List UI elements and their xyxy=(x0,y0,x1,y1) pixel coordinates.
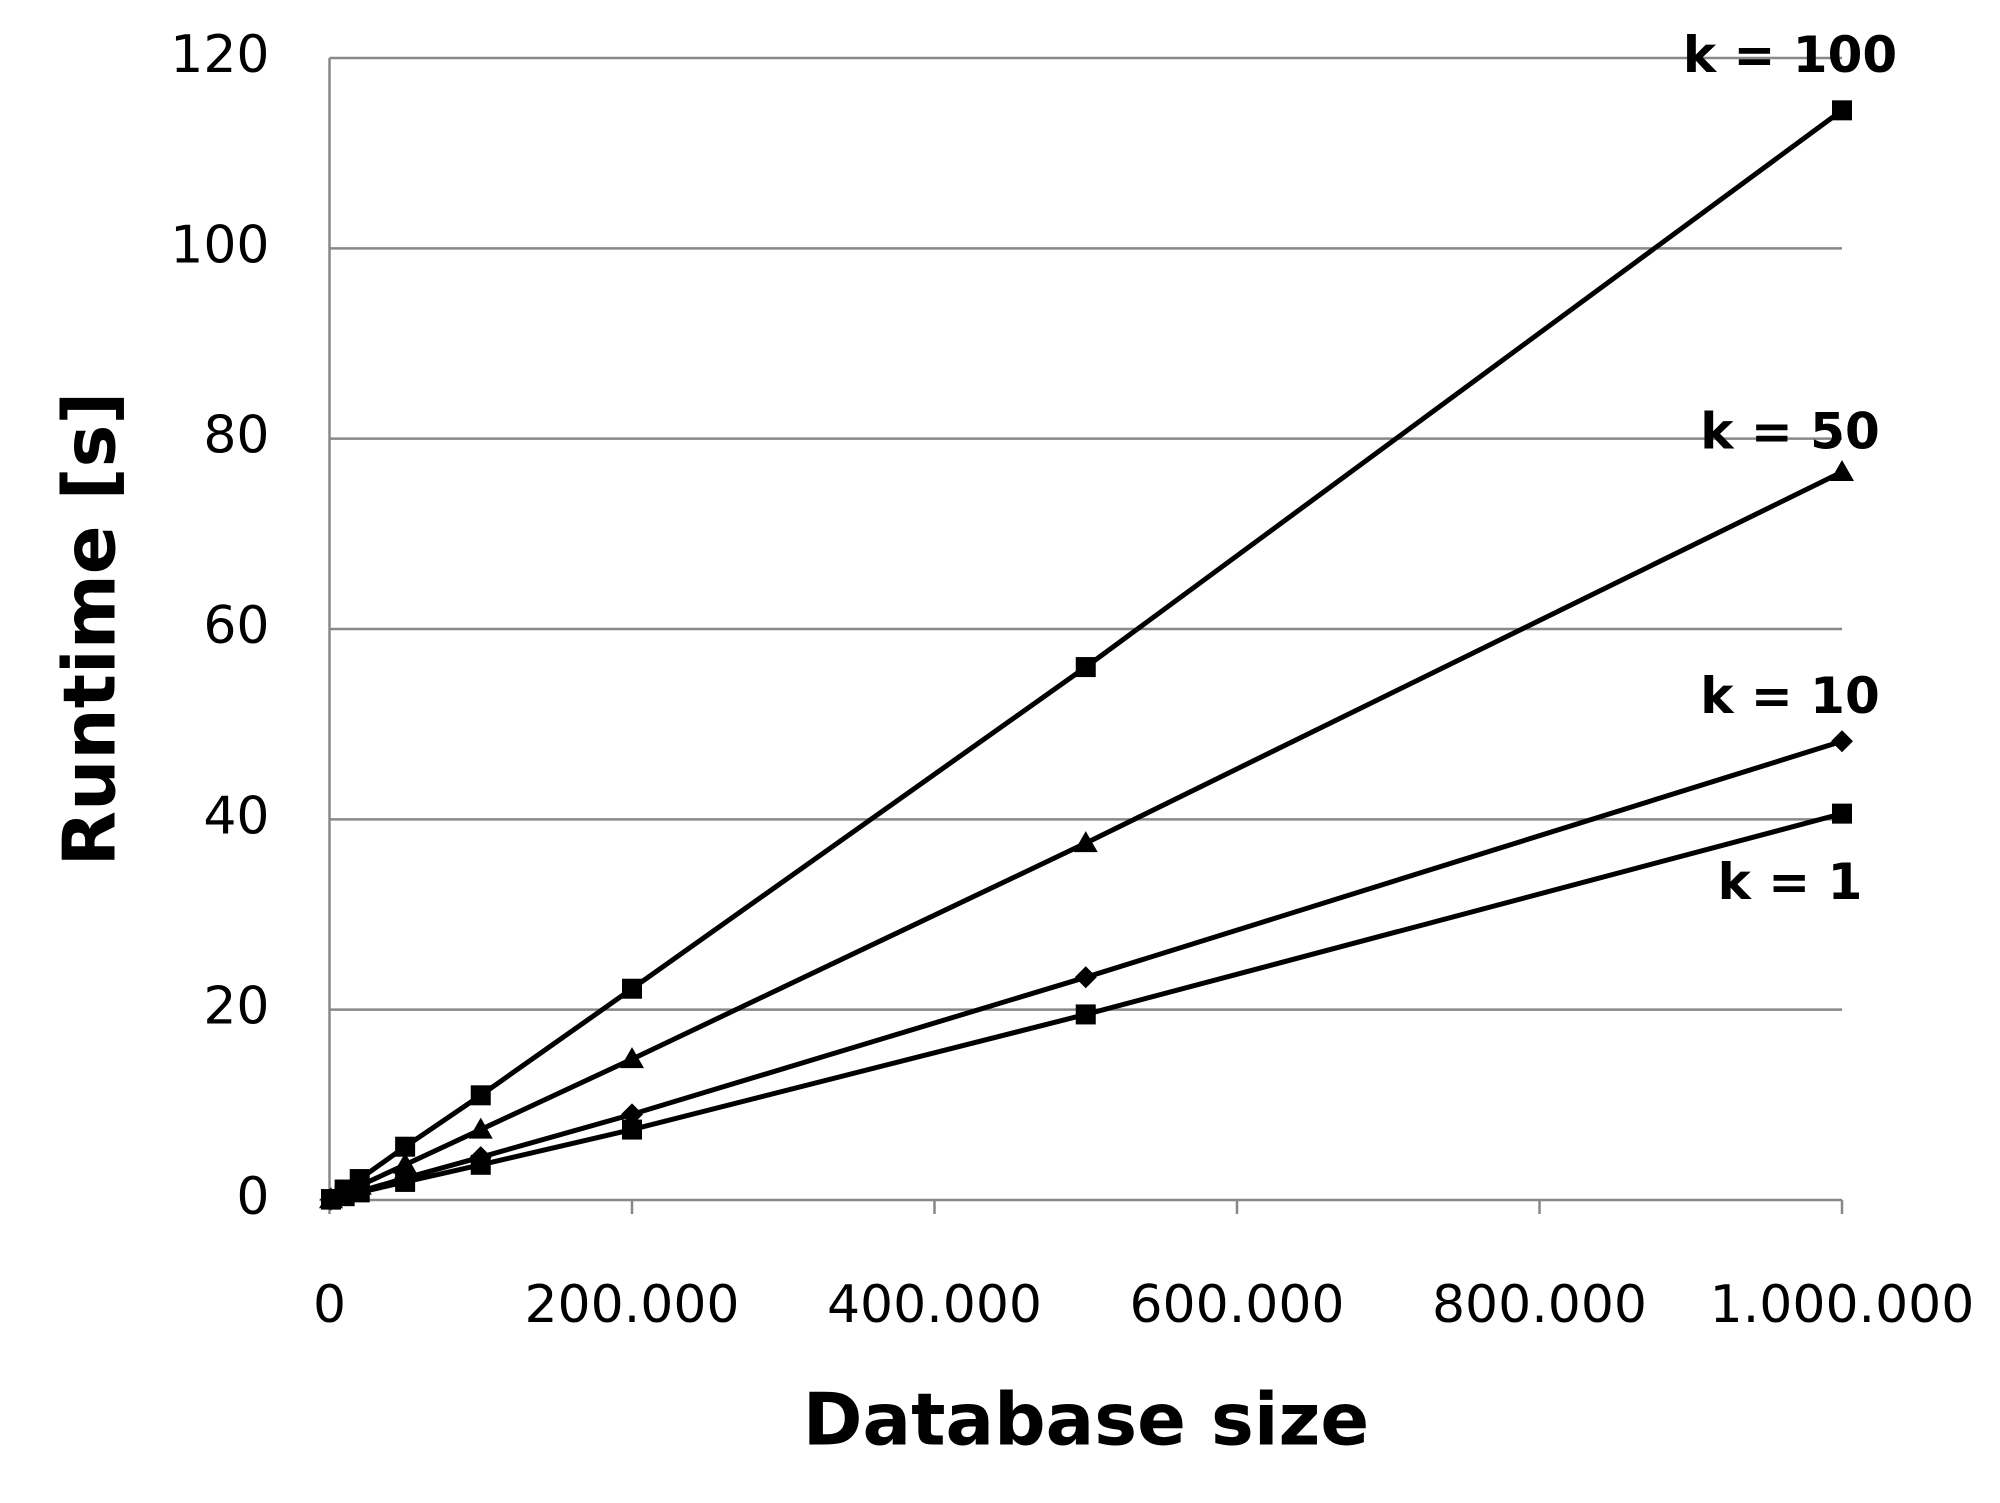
marker xyxy=(622,978,642,999)
series-label: k = 50 xyxy=(1700,402,1880,460)
marker xyxy=(470,1085,491,1106)
y-tick-label: 80 xyxy=(203,406,269,466)
y-axis-title: Runtime [s] xyxy=(48,392,132,867)
marker xyxy=(334,1186,355,1207)
marker xyxy=(470,1154,491,1175)
marker xyxy=(1832,100,1852,121)
y-tick-label: 0 xyxy=(236,1167,269,1227)
y-tick-label: 100 xyxy=(170,215,269,275)
marker xyxy=(395,1136,416,1157)
marker xyxy=(349,1182,370,1203)
series-label: k = 100 xyxy=(1683,26,1897,84)
x-tick-label: 0 xyxy=(313,1275,346,1335)
series-label: k = 10 xyxy=(1700,667,1880,725)
y-tick-label: 40 xyxy=(203,786,269,846)
y-tick-label: 20 xyxy=(203,977,269,1037)
marker xyxy=(1075,657,1096,678)
x-tick-label: 800.000 xyxy=(1432,1275,1647,1335)
series-label: k = 1 xyxy=(1718,853,1863,911)
x-tick-label: 400.000 xyxy=(827,1275,1042,1335)
marker xyxy=(1832,803,1852,824)
y-tick-label: 60 xyxy=(203,596,269,656)
x-axis-title: Database size xyxy=(803,1378,1370,1462)
x-tick-label: 600.000 xyxy=(1129,1275,1344,1335)
marker xyxy=(620,1047,644,1069)
x-tick-label: 200.000 xyxy=(524,1275,739,1335)
marker xyxy=(1830,459,1854,481)
y-tick-label: 120 xyxy=(170,25,269,85)
marker xyxy=(395,1171,416,1192)
x-tick-label: 1.000.000 xyxy=(1710,1275,1975,1335)
marker xyxy=(1073,831,1098,853)
marker xyxy=(1074,966,1097,989)
marker xyxy=(1075,1004,1096,1025)
marker xyxy=(1831,730,1853,753)
marker xyxy=(393,1152,418,1174)
marker xyxy=(468,1117,493,1139)
marker xyxy=(622,1119,642,1140)
series-line xyxy=(329,108,1844,1202)
